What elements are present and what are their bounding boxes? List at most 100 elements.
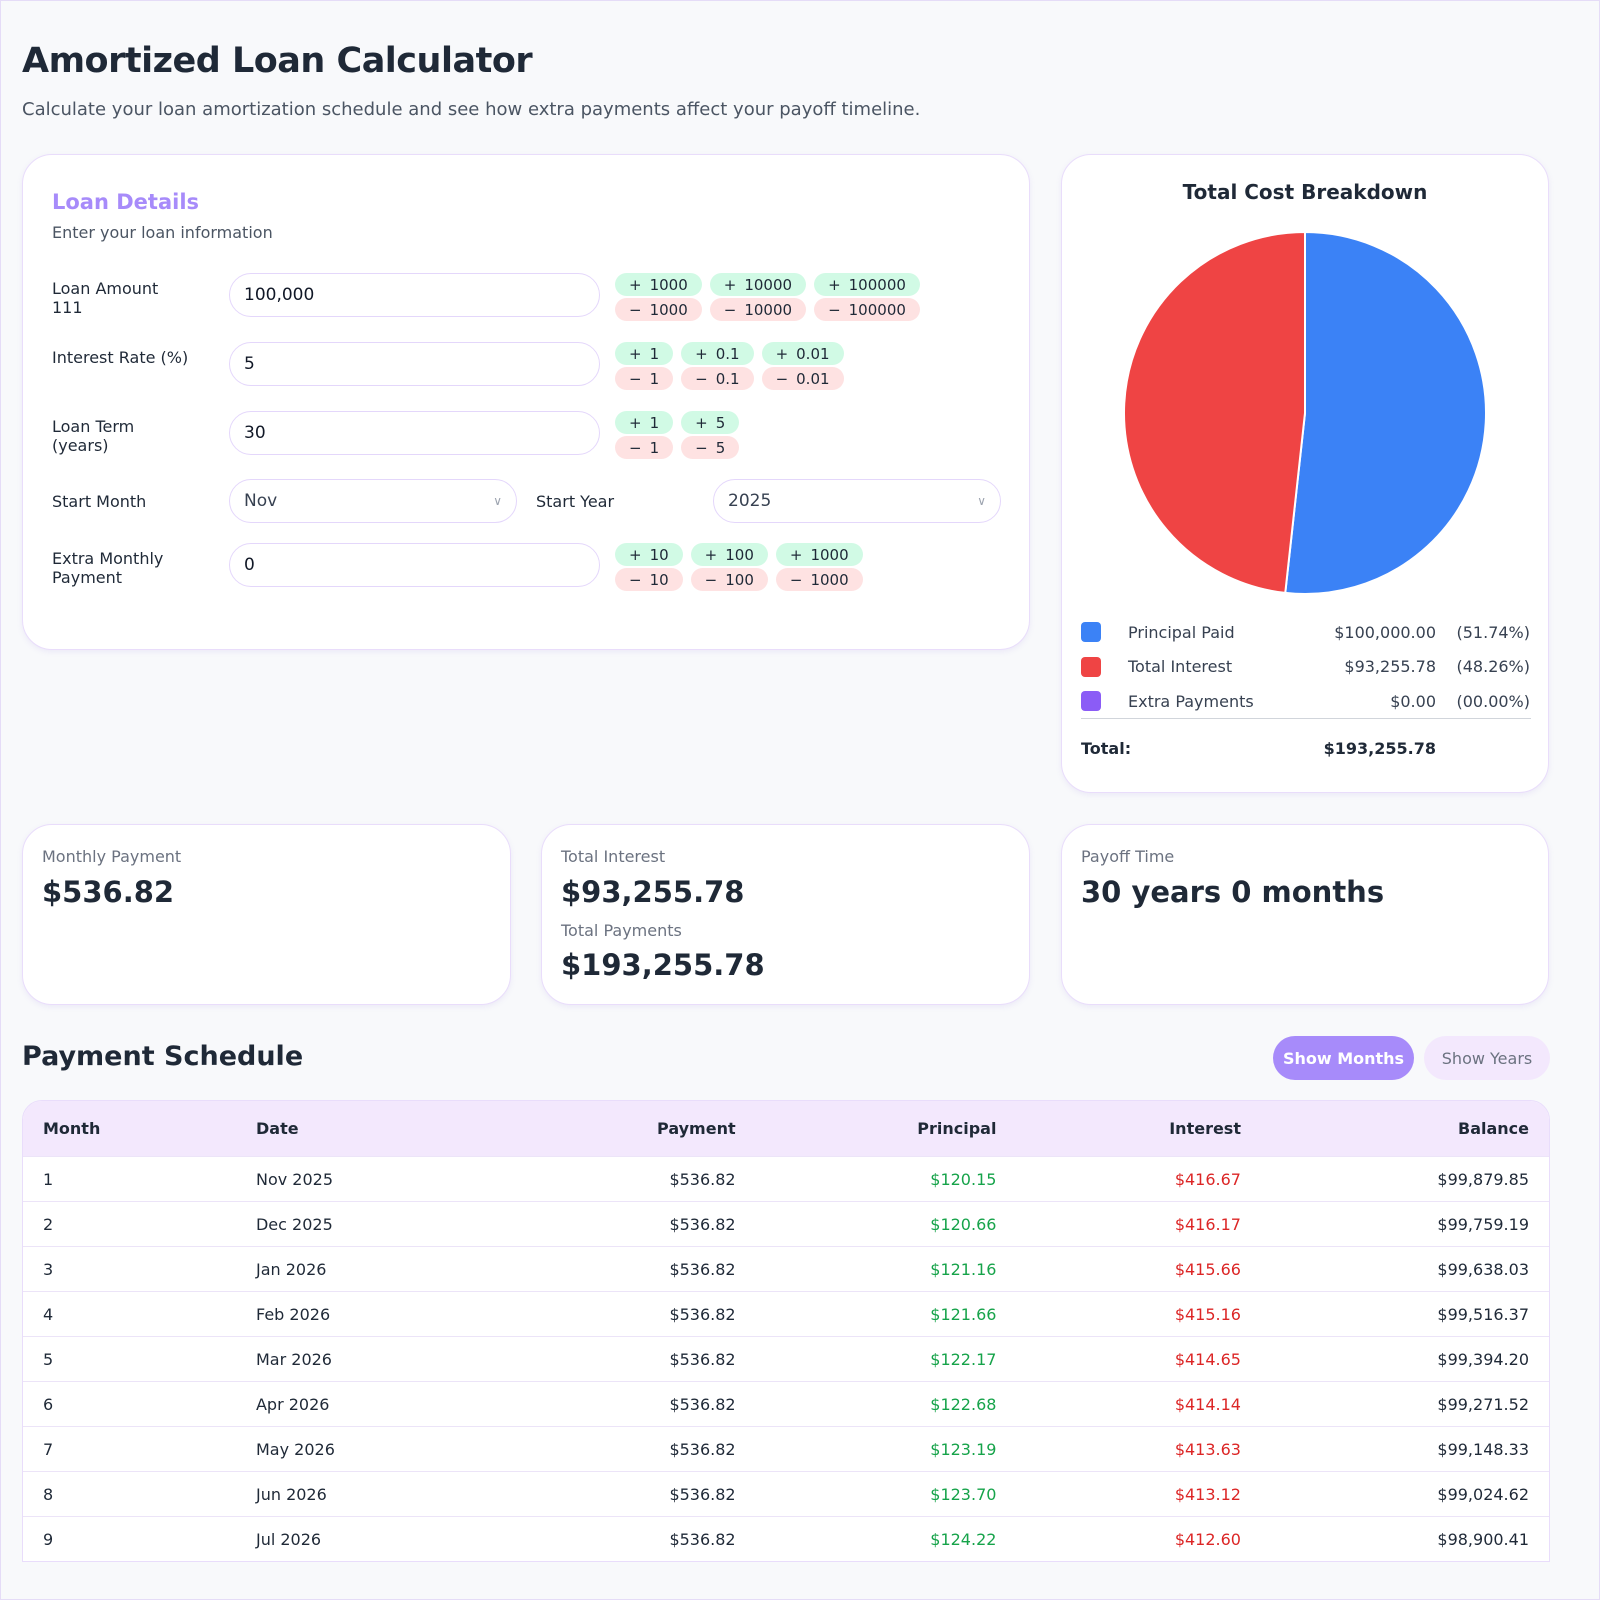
chevron-down-icon: ∨ xyxy=(977,494,986,508)
table-cell: $120.66 xyxy=(755,1201,1017,1246)
table-cell: $98,900.41 xyxy=(1260,1516,1549,1561)
interest_rate-step-buttons: +1−1 +0.1−0.1 +0.01−0.01 xyxy=(615,342,844,390)
breakdown-divider xyxy=(1081,718,1531,719)
extra_payment-input[interactable]: 0 xyxy=(229,543,600,587)
decrement-button[interactable]: −1000 xyxy=(615,298,702,321)
increment-button[interactable]: +10000 xyxy=(709,273,807,296)
start-year-select[interactable]: 2025 ∨ xyxy=(713,479,1001,523)
total-label: Total: xyxy=(1081,739,1132,758)
breakdown-title: Total Cost Breakdown xyxy=(1182,180,1428,204)
table-cell: $536.82 xyxy=(496,1336,756,1381)
increment-button[interactable]: +0.01 xyxy=(761,342,844,365)
increment-button[interactable]: +1 xyxy=(615,411,674,434)
table-cell: $536.82 xyxy=(496,1201,756,1246)
table-cell: $123.70 xyxy=(755,1471,1017,1516)
column-header: Month xyxy=(23,1101,236,1156)
loan_amount-label: Loan Amount 111 xyxy=(52,279,159,317)
column-header: Interest xyxy=(1016,1101,1261,1156)
table-cell: 9 xyxy=(23,1516,236,1561)
table-row: 2 Dec 2025 $536.82 $120.66 $416.17 $99,759.19 xyxy=(23,1201,1549,1246)
interest_rate-input[interactable]: 5 xyxy=(229,342,600,386)
plus-icon: + xyxy=(629,275,642,294)
table-row: 9 Jul 2026 $536.82 $124.22 $412.60 $98,900.41 xyxy=(23,1516,1549,1561)
plus-icon: + xyxy=(695,344,708,363)
show-months-button[interactable]: Show Months xyxy=(1273,1036,1414,1080)
loan_term-input[interactable]: 30 xyxy=(229,411,600,455)
increment-button[interactable]: +1 xyxy=(615,342,674,365)
decrement-button[interactable]: −5 xyxy=(681,436,740,459)
pie-slice-principal-paid xyxy=(1284,230,1487,595)
total-interest-value: $93,255.78 xyxy=(561,875,745,909)
table-cell: $99,024.62 xyxy=(1260,1471,1549,1516)
start-month-select[interactable]: Nov ∨ xyxy=(229,479,517,523)
page-subtitle: Calculate your loan amortization schedul… xyxy=(22,99,921,120)
loan-details-subtitle: Enter your loan information xyxy=(52,223,273,242)
decrement-button[interactable]: −0.01 xyxy=(761,367,844,390)
increment-button[interactable]: +100000 xyxy=(814,273,920,296)
schedule-title: Payment Schedule xyxy=(22,1041,304,1072)
decrement-button[interactable]: −100 xyxy=(690,568,768,591)
table-cell: $99,271.52 xyxy=(1260,1381,1549,1426)
total-payments-label: Total Payments xyxy=(561,921,682,940)
increment-button[interactable]: +100 xyxy=(690,543,768,566)
table-cell: $415.66 xyxy=(1016,1246,1261,1291)
plus-icon: + xyxy=(629,344,642,363)
loan_term-label: Loan Term (years) xyxy=(52,417,135,455)
minus-icon: − xyxy=(629,300,642,319)
legend-item: Extra Payments $0.00 (00.00%) xyxy=(1081,691,1531,711)
table-cell: 2 xyxy=(23,1201,236,1246)
show-years-button[interactable]: Show Years xyxy=(1424,1036,1550,1080)
minus-icon: − xyxy=(775,369,789,388)
increment-button[interactable]: +10 xyxy=(615,543,683,566)
column-header: Balance xyxy=(1260,1101,1549,1156)
legend-swatch xyxy=(1081,656,1101,677)
legend-swatch xyxy=(1081,622,1101,642)
table-cell: $536.82 xyxy=(496,1516,756,1561)
table-cell: 7 xyxy=(23,1426,236,1471)
minus-icon: − xyxy=(789,570,803,589)
decrement-button[interactable]: −1 xyxy=(615,367,674,390)
payoff-time-label: Payoff Time xyxy=(1081,847,1175,866)
table-cell: $536.82 xyxy=(496,1426,756,1471)
table-cell: $413.12 xyxy=(1016,1471,1261,1516)
table-cell: $99,516.37 xyxy=(1260,1291,1549,1336)
loan_amount-step-buttons: +1000−1000 +10000−10000 +100000−100000 xyxy=(615,273,920,321)
table-cell: May 2026 xyxy=(235,1426,497,1471)
loan_amount-input[interactable]: 100,000 xyxy=(229,273,600,317)
decrement-button[interactable]: −10 xyxy=(615,568,683,591)
total-value: $193,255.78 xyxy=(1323,739,1436,758)
plus-icon: + xyxy=(695,413,708,432)
table-row: 3 Jan 2026 $536.82 $121.16 $415.66 $99,638.03 xyxy=(23,1246,1549,1291)
loan_term-step-buttons: +1−1 +5−5 xyxy=(615,411,740,459)
plus-icon: + xyxy=(629,413,642,432)
column-header: Date xyxy=(235,1101,497,1156)
increment-button[interactable]: +0.1 xyxy=(681,342,754,365)
plus-icon: + xyxy=(789,545,803,564)
table-cell: $99,638.03 xyxy=(1260,1246,1549,1291)
table-cell: Apr 2026 xyxy=(235,1381,497,1426)
table-cell: Dec 2025 xyxy=(235,1201,497,1246)
pie-chart xyxy=(1123,230,1487,595)
table-cell: 1 xyxy=(23,1156,236,1201)
increment-button[interactable]: +1000 xyxy=(615,273,702,296)
table-cell: Mar 2026 xyxy=(235,1336,497,1381)
decrement-button[interactable]: −1000 xyxy=(775,568,863,591)
start-year-label: Start Year xyxy=(536,492,615,511)
extra_payment-label: Extra Monthly Payment xyxy=(52,549,164,587)
minus-icon: − xyxy=(629,369,642,388)
legend-item: Principal Paid $100,000.00 (51.74%) xyxy=(1081,622,1531,642)
interest_rate-label: Interest Rate (%) xyxy=(52,348,189,367)
page-title: Amortized Loan Calculator xyxy=(22,41,533,81)
increment-button[interactable]: +5 xyxy=(681,411,740,434)
increment-button[interactable]: +1000 xyxy=(775,543,863,566)
table-row: 5 Mar 2026 $536.82 $122.17 $414.65 $99,394.20 xyxy=(23,1336,1549,1381)
table-cell: $122.68 xyxy=(755,1381,1017,1426)
decrement-button[interactable]: −0.1 xyxy=(681,367,754,390)
table-cell: $99,394.20 xyxy=(1260,1336,1549,1381)
decrement-button[interactable]: −10000 xyxy=(709,298,807,321)
plus-icon: + xyxy=(775,344,789,363)
table-cell: $415.16 xyxy=(1016,1291,1261,1336)
decrement-button[interactable]: −100000 xyxy=(814,298,920,321)
minus-icon: − xyxy=(723,300,737,319)
decrement-button[interactable]: −1 xyxy=(615,436,674,459)
